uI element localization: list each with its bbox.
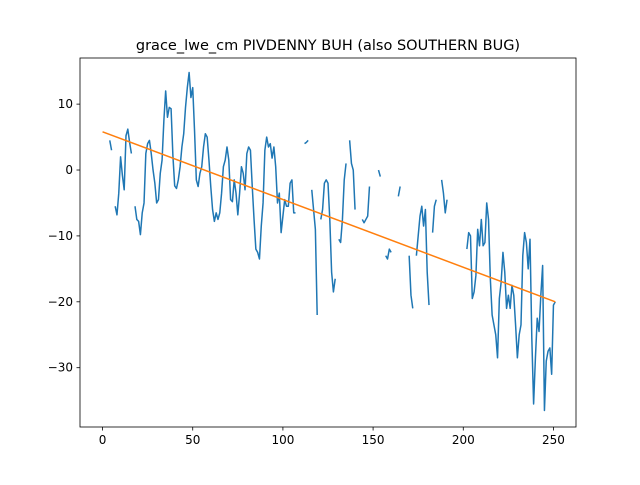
series-line-segment: [385, 248, 392, 260]
y-tick-label: −10: [48, 229, 73, 243]
series-line-segment: [361, 186, 371, 224]
y-tick-label: −30: [48, 361, 73, 375]
x-tick-label: 150: [362, 433, 385, 447]
series-line-segment: [377, 169, 382, 177]
series-line-segment: [408, 255, 414, 309]
y-tick-label: 0: [65, 163, 73, 177]
series-line-segment: [311, 189, 318, 315]
x-tick-label: 200: [452, 433, 475, 447]
y-tick-label: 10: [58, 97, 73, 111]
series-line-segment: [109, 140, 113, 151]
series-line-segment: [320, 179, 336, 293]
series-line-segment: [134, 71, 296, 260]
plot-area: [102, 71, 556, 412]
x-tick-label: 250: [542, 433, 565, 447]
series-line-segment: [431, 199, 437, 233]
x-tick-label: 50: [185, 433, 200, 447]
series-line-segment: [466, 202, 556, 412]
series-line-segment: [114, 128, 133, 216]
series-line-segment: [348, 140, 356, 210]
series-line-segment: [397, 186, 401, 197]
x-tick-label: 100: [271, 433, 294, 447]
x-tick-label: 0: [99, 433, 107, 447]
series-line-segment: [338, 163, 347, 244]
axes-frame: [79, 57, 577, 428]
series-line-segment: [440, 179, 448, 214]
axes: 0 50 100 150 200 250 −30 −20 −10 0 10: [48, 57, 577, 447]
series-line-segment: [415, 205, 430, 306]
y-tick-label: −20: [48, 295, 73, 309]
series-line-segment: [304, 139, 309, 145]
chart-title: grace_lwe_cm PIVDENNY BUH (also SOUTHERN…: [136, 38, 520, 54]
trend-line: [102, 131, 556, 303]
